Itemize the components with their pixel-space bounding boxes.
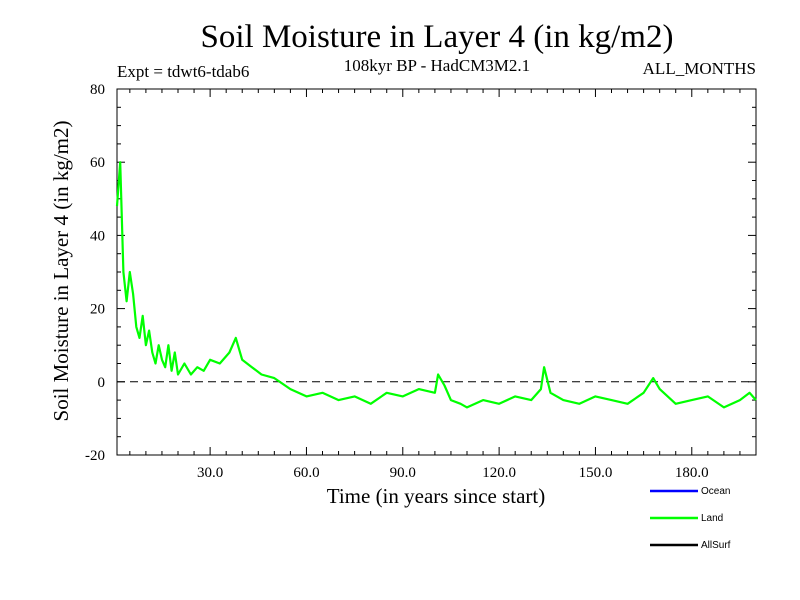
experiment-label: Expt = tdwt6-tdab6 [117, 62, 249, 81]
y-tick-label: 40 [90, 228, 105, 244]
x-tick-label: 150.0 [579, 465, 613, 481]
plot-frame [116, 88, 757, 456]
x-tick-label: 180.0 [675, 465, 709, 481]
legend-label-land: Land [701, 513, 723, 524]
chart-title: Soil Moisture in Layer 4 (in kg/m2) [201, 19, 674, 55]
series-line-land [115, 161, 757, 409]
legend-label-ocean: Ocean [701, 486, 730, 497]
x-tick-label: 60.0 [293, 465, 319, 481]
x-tick-label: 120.0 [482, 465, 516, 481]
legend-label-allsurf: AllSurf [701, 540, 731, 551]
months-label: ALL_MONTHS [643, 59, 756, 78]
y-tick-label: -20 [85, 448, 105, 464]
x-tick-label: 90.0 [390, 465, 416, 481]
y-tick-label: 20 [90, 302, 105, 318]
x-tick-label: 30.0 [197, 465, 223, 481]
y-axis-label: Soil Moisture in Layer 4 (in kg/m2) [49, 121, 73, 422]
x-axis-label: Time (in years since start) [327, 484, 546, 508]
y-tick-label: 0 [98, 375, 106, 391]
plot-area: 30.0 60.0 90.0 120.0 150.0 180.0 -20 0 20 40 60 80 [85, 82, 757, 481]
period-label: 108kyr BP - HadCM3M2.1 [344, 56, 530, 75]
legend: Ocean Land AllSurf [650, 486, 731, 551]
y-tick-label: 60 [90, 155, 105, 171]
y-tick-label: 80 [90, 82, 105, 98]
